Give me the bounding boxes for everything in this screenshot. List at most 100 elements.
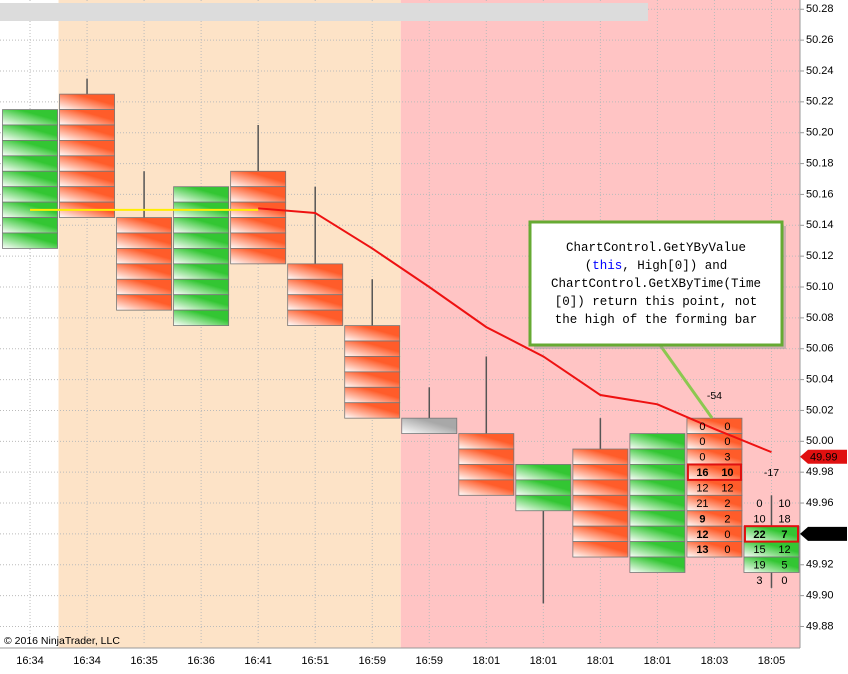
- y-tick-label: 49.92: [806, 559, 834, 571]
- annotation-text: [0]) return this point, not: [555, 295, 758, 309]
- ask-volume: 0: [724, 421, 730, 433]
- body-stripe: [629, 525, 686, 543]
- candle-body: [743, 525, 800, 573]
- candle-body: [287, 263, 344, 326]
- bid-volume: 0: [699, 452, 705, 464]
- ask-volume: 10: [721, 467, 733, 479]
- body-stripe: [173, 309, 230, 326]
- bid-volume: 22: [753, 529, 765, 541]
- x-tick-label: 18:01: [587, 655, 615, 667]
- poc-outline: [686, 463, 742, 481]
- x-tick-label: 16:51: [301, 655, 329, 667]
- ask-volume: 0: [724, 436, 730, 448]
- y-tick-label: 50.06: [806, 343, 834, 355]
- body-stripe: [401, 417, 458, 435]
- ask-volume: 7: [781, 529, 787, 541]
- copyright: © 2016 NinjaTrader, LLC: [4, 635, 120, 647]
- body-stripe: [629, 494, 686, 512]
- x-tick-label: 18:01: [644, 655, 672, 667]
- body-stripe: [287, 263, 344, 280]
- body-stripe: [59, 186, 115, 203]
- bid-volume: 0: [699, 436, 705, 448]
- bid-volume: 12: [696, 483, 708, 495]
- annotation-text: , High[0]) and: [622, 259, 727, 273]
- price-marker-label: 49.94: [810, 529, 838, 541]
- body-stripe: [173, 232, 230, 249]
- y-tick-label: 50.00: [806, 435, 834, 447]
- y-tick-label: 50.04: [806, 373, 834, 385]
- ask-volume: 2: [724, 498, 730, 510]
- bid-volume: 9: [699, 513, 705, 525]
- bid-volume: 16: [696, 467, 708, 479]
- body-stripe: [743, 541, 800, 558]
- candle-body: [116, 217, 173, 311]
- candle-body: [458, 433, 515, 496]
- annotation-text: the high of the forming bar: [555, 313, 758, 327]
- body-stripe: [458, 464, 515, 481]
- y-tick-label: 49.98: [806, 466, 834, 478]
- x-tick-label: 16:59: [416, 655, 444, 667]
- y-tick-label: 50.18: [806, 157, 834, 169]
- bid-volume: 21: [696, 498, 708, 510]
- body-stripe: [572, 448, 629, 465]
- body-stripe: [287, 309, 344, 326]
- body-stripe: [116, 294, 173, 311]
- body-stripe: [686, 525, 743, 543]
- body-stripe: [230, 170, 287, 188]
- candle-body: [344, 325, 401, 419]
- annotation-text: ChartControl.GetXByTime(Time: [551, 277, 761, 291]
- body-stripe: [2, 186, 58, 203]
- body-stripe: [572, 464, 629, 481]
- body-stripe: [59, 124, 115, 141]
- body-stripe: [515, 479, 572, 496]
- ask-volume: 12: [778, 544, 790, 556]
- body-stripe: [629, 510, 686, 527]
- annotation-line: [0]) return this point, not: [555, 295, 758, 309]
- ask-volume: 2: [724, 513, 730, 525]
- x-tick-label: 18:01: [530, 655, 558, 667]
- annotation-text: ChartControl.GetYByValue: [566, 241, 746, 255]
- scroll-bar: [0, 3, 648, 21]
- annotation-pointer: [658, 344, 714, 419]
- body-stripe: [2, 140, 58, 157]
- body-stripe: [686, 494, 743, 512]
- body-stripe: [59, 93, 115, 110]
- poc-outline: [743, 525, 800, 543]
- body-stripe: [173, 217, 230, 234]
- body-stripe: [572, 525, 629, 543]
- body-stripe: [686, 510, 743, 527]
- body-stripe: [2, 232, 58, 249]
- body-stripe: [173, 263, 230, 280]
- body-stripe: [173, 248, 230, 265]
- bid-volume: 13: [696, 544, 708, 556]
- bid-volume: 0: [699, 421, 705, 433]
- ask-volume: 10: [778, 498, 790, 510]
- bid-volume: 19: [753, 560, 765, 572]
- body-stripe: [59, 140, 115, 157]
- x-tick-label: 16:34: [16, 655, 44, 667]
- body-stripe: [173, 294, 230, 311]
- body-stripe: [2, 155, 58, 172]
- ask-volume: 3: [724, 452, 730, 464]
- price-marker-label: 49.99: [810, 452, 838, 464]
- body-stripe: [629, 433, 686, 450]
- annotation-line: (this, High[0]) and: [585, 259, 728, 273]
- body-stripe: [230, 248, 287, 265]
- bid-volume: 12: [696, 529, 708, 541]
- annotation-line: the high of the forming bar: [555, 313, 758, 327]
- delta-label: -54: [707, 390, 722, 402]
- body-stripe: [173, 186, 230, 203]
- y-tick-label: 50.22: [806, 96, 834, 108]
- x-tick-label: 16:34: [73, 655, 101, 667]
- y-tick-label: 50.20: [806, 127, 834, 139]
- y-tick-label: 49.88: [806, 620, 834, 632]
- y-tick-label: 50.28: [806, 3, 834, 15]
- y-tick-label: 50.10: [806, 281, 834, 293]
- x-tick-label: 18:03: [701, 655, 729, 667]
- ask-volume: 12: [721, 483, 733, 495]
- body-stripe: [572, 541, 629, 558]
- candle-body: [572, 448, 629, 558]
- body-stripe: [344, 371, 401, 388]
- body-stripe: [230, 217, 287, 234]
- body-stripe: [287, 294, 344, 311]
